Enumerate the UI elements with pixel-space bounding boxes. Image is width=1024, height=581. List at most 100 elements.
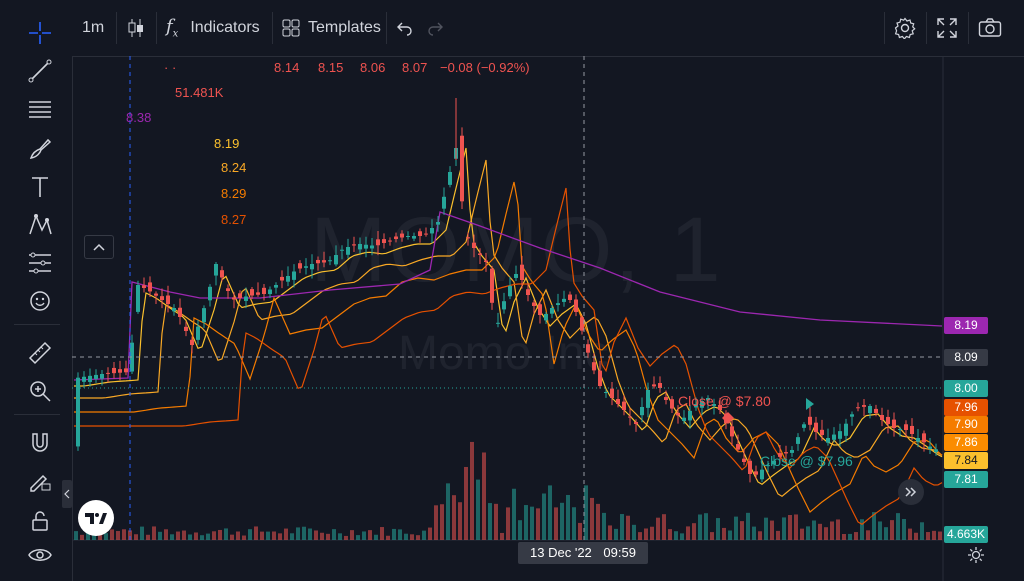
fib-tool[interactable] <box>20 94 60 124</box>
volume-bar <box>902 519 906 540</box>
legend-high: 8.15 <box>318 60 344 75</box>
templates-label: Templates <box>308 19 381 36</box>
price-tag-volume: 4.663K <box>944 526 988 543</box>
candle-body <box>910 425 914 434</box>
forecast-tool[interactable] <box>20 248 60 278</box>
gear-icon <box>894 17 916 39</box>
candle-body <box>292 271 296 280</box>
volume-bar <box>326 533 330 540</box>
volume-bar <box>728 530 732 540</box>
volume-bar <box>584 485 588 540</box>
templates-icon <box>282 19 300 37</box>
candle-body <box>298 263 302 269</box>
candle-body <box>166 295 170 304</box>
candle-body <box>868 406 872 414</box>
volume-bar <box>908 528 912 540</box>
buy-order-label: Close @ $7.96 <box>760 453 853 469</box>
volume-bar <box>434 505 438 540</box>
volume-bar <box>350 530 354 540</box>
candle-body <box>100 374 104 379</box>
volume-bar <box>674 531 678 540</box>
volume-bar <box>818 523 822 540</box>
lock-drawing-tool[interactable] <box>20 466 60 496</box>
templates-button[interactable]: Templates <box>282 10 381 46</box>
tradingview-logo[interactable] <box>78 500 114 536</box>
brush-tool[interactable] <box>20 134 60 164</box>
candle-body <box>160 296 164 300</box>
volume-bar <box>398 529 402 540</box>
volume-bar <box>776 530 780 540</box>
candle-body <box>148 282 152 292</box>
volume-bar <box>554 507 558 540</box>
undo-icon <box>397 22 412 36</box>
legend-ma1: 8.19 <box>214 136 240 151</box>
volume-bar <box>272 531 276 540</box>
volume-bar <box>608 525 612 540</box>
volume-bar <box>914 532 918 540</box>
volume-bar <box>686 526 690 540</box>
forecast-icon <box>29 252 51 274</box>
indicators-label: Indicators <box>190 19 260 36</box>
volume-bar <box>248 529 252 540</box>
volume-bar <box>650 526 654 540</box>
volume-bar <box>578 522 582 540</box>
volume-bar <box>842 533 846 540</box>
lock-tool[interactable] <box>20 506 60 536</box>
pattern-tool[interactable] <box>20 210 60 240</box>
candle-body <box>460 135 464 202</box>
settings-button[interactable] <box>894 10 916 46</box>
volume-bar <box>620 514 624 540</box>
collapse-legend-button[interactable] <box>84 235 114 259</box>
scale-settings-button[interactable] <box>966 545 986 565</box>
candle-body <box>226 288 230 291</box>
volume-bar <box>206 533 210 540</box>
eye-tool[interactable] <box>20 540 60 570</box>
indicators-button[interactable]: fx Indicators <box>166 10 260 46</box>
magnet-icon <box>32 433 48 452</box>
volume-bar <box>692 523 696 540</box>
candle-body <box>754 471 758 475</box>
chevron-left-icon <box>64 489 70 499</box>
interval-button[interactable]: 1m <box>82 10 104 46</box>
price-tag-ma1: 7.84 <box>944 452 988 469</box>
eye-icon <box>28 549 52 561</box>
volume-bar <box>524 505 528 540</box>
redo-button[interactable] <box>426 10 444 46</box>
trendline-tool[interactable] <box>20 56 60 86</box>
volume-bar <box>590 497 594 540</box>
legend-ma4: 8.27 <box>221 212 247 227</box>
emoji-tool[interactable] <box>20 286 60 316</box>
fullscreen-button[interactable] <box>936 10 958 46</box>
magnet-tool[interactable] <box>20 428 60 458</box>
candle-body <box>256 292 260 295</box>
candle-body <box>94 374 98 379</box>
volume-bar <box>770 520 774 540</box>
chart-type-button[interactable] <box>126 10 146 46</box>
candle-body <box>760 469 764 480</box>
screenshot-button[interactable] <box>978 10 1002 46</box>
volume-bar <box>152 526 156 540</box>
legend-vwap: 8.38 <box>126 110 152 125</box>
candle-body <box>856 407 860 409</box>
volume-bar <box>518 520 522 540</box>
trendline-icon <box>28 59 52 83</box>
candle-body <box>202 308 206 323</box>
volume-bar <box>128 530 132 540</box>
collapse-sidebar-button[interactable] <box>62 480 72 508</box>
legend-ma3: 8.29 <box>221 186 247 201</box>
crosshair-tool[interactable] <box>20 18 60 48</box>
candle-body <box>664 397 668 400</box>
zoom-tool[interactable] <box>20 376 60 406</box>
text-tool[interactable] <box>20 172 60 202</box>
candle-body <box>604 392 608 393</box>
symbol-watermark: MOMO, 1 <box>310 199 723 301</box>
scroll-to-realtime-button[interactable] <box>898 479 924 505</box>
candle-body <box>88 375 92 382</box>
volume-bar <box>320 532 324 540</box>
volume-bar <box>536 508 540 540</box>
ruler-tool[interactable] <box>20 338 60 368</box>
volume-bar <box>464 466 468 540</box>
candle-body <box>862 405 866 407</box>
candle-body <box>262 287 266 294</box>
undo-button[interactable] <box>396 10 414 46</box>
